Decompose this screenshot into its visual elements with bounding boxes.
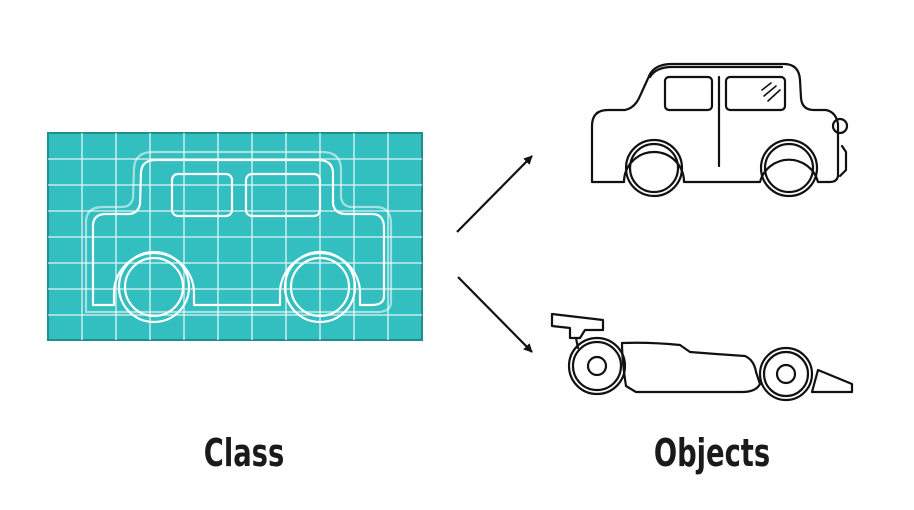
- blueprint-car-outline: [84, 150, 393, 324]
- car-blueprint-icon: [47, 132, 423, 341]
- race-car-icon: [550, 312, 854, 402]
- objects-label: Objects: [653, 431, 771, 475]
- class-label: Class: [203, 431, 285, 475]
- hatchback-car-icon: [590, 62, 849, 198]
- arrow-to-car-object: [456, 155, 533, 233]
- arrow-to-racecar-object: [457, 276, 533, 353]
